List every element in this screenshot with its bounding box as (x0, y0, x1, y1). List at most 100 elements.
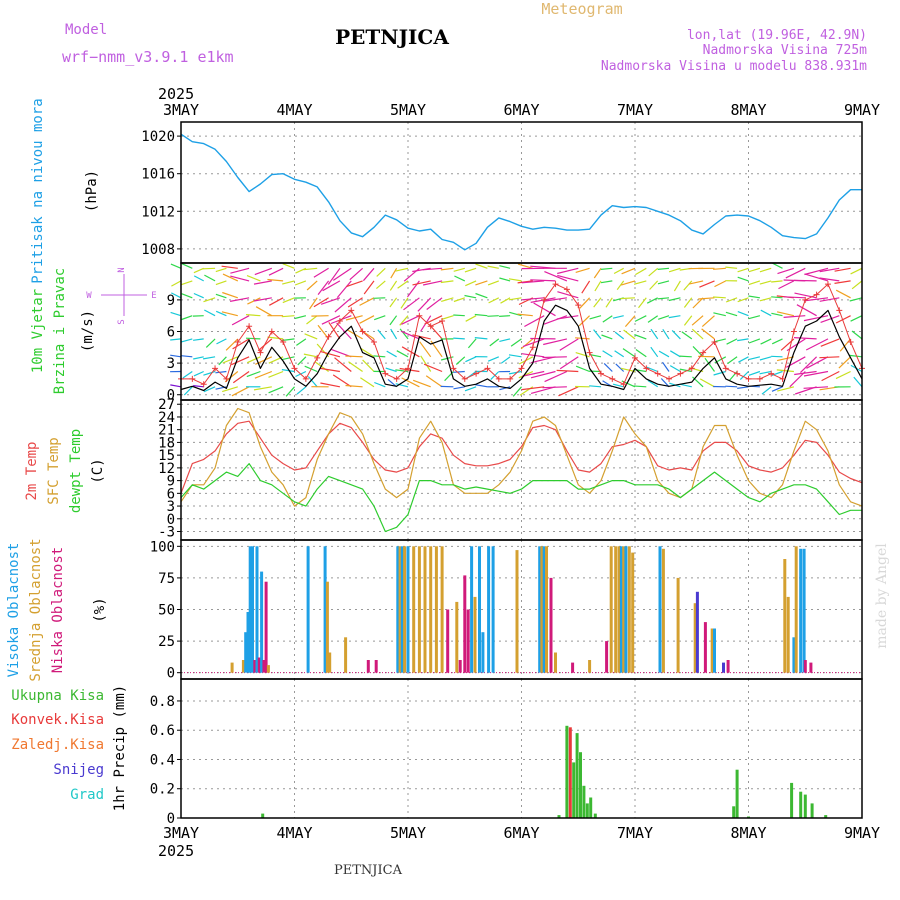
wind-arrow (255, 306, 273, 317)
wind-arrow (487, 265, 499, 269)
wind-arrow (783, 296, 806, 299)
cloud-bar-high (802, 548, 806, 673)
legend-snow: Snijeg (53, 762, 104, 778)
wind-arrow (363, 280, 375, 295)
wind-arrow (327, 267, 341, 285)
cloud-bar-mid (230, 662, 234, 673)
cloud-bar-high (491, 546, 495, 673)
wind-arrow (834, 280, 851, 284)
wind-arrow (771, 338, 783, 345)
wind-arrow (669, 350, 681, 358)
wind-arrow (332, 267, 352, 281)
wind-arrow (193, 292, 204, 299)
wind-arrow (246, 370, 261, 378)
wind-arrow (204, 309, 216, 317)
wind-arrow (593, 267, 602, 279)
wind-arrow (222, 356, 239, 364)
wind-arrow (778, 280, 795, 290)
compass-west: W (86, 291, 92, 301)
wind-arrow (423, 363, 443, 373)
cloud-bar-high (542, 546, 546, 673)
wind-arrow (336, 322, 352, 340)
wind-arrow (821, 370, 840, 382)
cloud-bar-mid (417, 546, 421, 673)
wind-arrow (334, 297, 352, 313)
wind-arrow (602, 315, 613, 323)
wind-arrow (254, 267, 273, 276)
wind-arrow (804, 267, 829, 276)
wind-arrow (281, 338, 295, 342)
wind-arrow (400, 330, 420, 340)
wind-arrow (589, 315, 602, 320)
precip-unit: 1hr Precip (mm) (112, 685, 128, 811)
wind-arrow (181, 315, 193, 321)
wind-arrow (487, 280, 500, 286)
wind-arrow (395, 369, 409, 373)
wind-arrow (820, 338, 840, 347)
cloud-bar-high (406, 546, 410, 673)
wind-arrow (401, 377, 420, 388)
wind-gust-marker (461, 375, 468, 382)
wind-gust-marker (484, 365, 491, 372)
wind-arrow (181, 338, 193, 343)
wind-arrow (725, 297, 738, 303)
cloud-bar-high (478, 546, 481, 673)
cloud-bar-mid (676, 577, 680, 673)
cloud-bar-mid (515, 550, 519, 673)
wind-arrow (559, 356, 579, 370)
wind-arrow (739, 371, 749, 381)
wind-gust-marker (722, 365, 729, 372)
wind-gust-marker (439, 317, 446, 324)
wind-gust-marker (405, 365, 411, 372)
wind-arrow (771, 312, 783, 317)
wind-arrow (453, 386, 465, 390)
wind-arrow (281, 315, 295, 318)
wind-arrow (737, 297, 749, 303)
x-tick-label-top: 3MAY (163, 101, 199, 119)
wind-arrow (376, 280, 386, 290)
wind-arrow (713, 296, 726, 299)
y-tick-label: 0 (167, 388, 175, 404)
temp-2m-line (180, 420, 863, 494)
wind-arrow (726, 338, 738, 345)
wind-arrow (737, 276, 749, 282)
x-tick-label-bottom: 7MAY (617, 824, 653, 842)
wind-arrow (499, 315, 511, 317)
wind-arrow (268, 386, 284, 394)
wind-arrow (399, 367, 420, 373)
wind-arrow (600, 267, 613, 270)
wind-arrow (426, 297, 443, 310)
cloud-bar-mid (588, 660, 592, 673)
wind-gust-marker (768, 370, 775, 377)
wind-arrow (803, 386, 829, 389)
wind-arrow (359, 347, 375, 358)
legend-total: Ukupna Kisa (11, 688, 104, 704)
wind-arrow (474, 313, 488, 317)
wind-arrow (660, 378, 670, 388)
wind-arrow (748, 315, 761, 320)
wind-arrow (346, 280, 363, 288)
model-elevation-text: Nadmorska Visina u modelu 838.931m (601, 59, 867, 74)
wind-gust-marker (314, 354, 321, 361)
wind-arrow (578, 315, 591, 327)
wind-gust-marker (246, 323, 253, 330)
wind-arrow (294, 280, 307, 286)
wind-arrow (247, 297, 261, 305)
cloud-bar-high (538, 546, 542, 673)
wind-arrow (557, 267, 579, 275)
wind-arrow (282, 297, 295, 304)
wind-arrow (489, 338, 500, 347)
wind-arrow (385, 367, 397, 373)
wind-arrow (785, 267, 806, 279)
wind-arrow (422, 280, 443, 286)
wind-arrow (464, 386, 477, 392)
wind-arrow (544, 271, 568, 282)
wind-arrow (624, 315, 636, 327)
wind-arrow (612, 315, 624, 319)
wind-arrow (803, 370, 829, 377)
wind-arrow (420, 355, 432, 372)
cloud-bar-mid (473, 596, 477, 673)
wind-arrow (362, 359, 375, 372)
wind-arrow (748, 267, 761, 273)
